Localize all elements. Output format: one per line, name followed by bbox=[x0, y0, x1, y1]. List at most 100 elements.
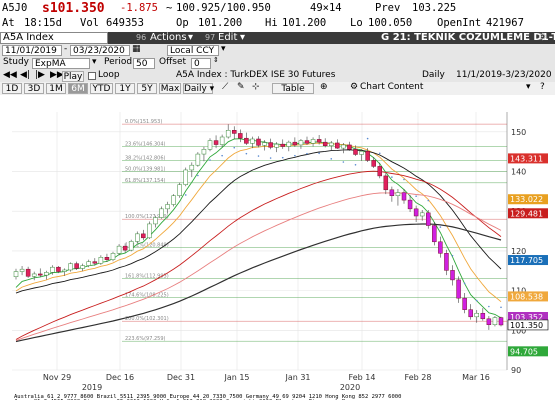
candle-body bbox=[256, 138, 261, 146]
currency-chevron-icon[interactable]: ▾ bbox=[221, 44, 226, 54]
candle-body bbox=[389, 189, 395, 197]
candlesticks bbox=[13, 124, 504, 330]
sar-dot bbox=[184, 194, 187, 196]
candle-body bbox=[213, 140, 219, 145]
prev-frame-icon[interactable]: ◀◀ bbox=[3, 70, 17, 80]
sar-dot bbox=[233, 146, 236, 149]
calendar-icon[interactable]: ▦ bbox=[132, 44, 141, 54]
candle-body bbox=[68, 263, 73, 271]
fast-forward-icon[interactable]: ▶▶ bbox=[50, 70, 64, 80]
candle-body bbox=[341, 144, 346, 149]
study-select[interactable]: ExpMA bbox=[32, 58, 90, 69]
gear-icon[interactable]: ⚙ bbox=[538, 32, 547, 43]
sar-dot bbox=[391, 176, 393, 178]
price-tag-label: 94.705 bbox=[510, 347, 538, 356]
edit-menu[interactable]: Edit bbox=[218, 32, 238, 43]
period-button-5y[interactable]: 5Y bbox=[137, 83, 157, 94]
candle-body bbox=[383, 175, 389, 191]
start-date-field[interactable]: 11/01/2019 bbox=[2, 45, 62, 56]
candle-body bbox=[432, 225, 437, 243]
period-button-1d[interactable]: 1D bbox=[2, 83, 22, 94]
candle-body bbox=[335, 142, 340, 149]
candle-body bbox=[498, 317, 504, 326]
open-value: 101.200 bbox=[198, 17, 243, 29]
sar-dot bbox=[330, 158, 333, 160]
study-chevron-icon[interactable]: ▾ bbox=[92, 57, 97, 67]
actions-chevron-icon[interactable]: ▾ bbox=[188, 32, 194, 43]
loop-checkbox[interactable] bbox=[88, 72, 96, 80]
step-back-icon[interactable]: ◀| bbox=[20, 70, 30, 80]
candle-body bbox=[38, 273, 43, 276]
candle-body bbox=[371, 160, 376, 167]
ruler-icon[interactable]: ⊹ bbox=[252, 82, 260, 92]
high-value: 101.200 bbox=[282, 17, 327, 29]
price-chart[interactable]: 0.0%(151.953) 23.6%(146.304) 38.2%(142.806… bbox=[0, 106, 555, 400]
price-tag-label: 117.705 bbox=[510, 256, 543, 265]
play-button[interactable]: Play bbox=[62, 71, 84, 82]
help-icon[interactable]: ? bbox=[540, 82, 545, 92]
sar-dot bbox=[318, 152, 320, 155]
chart-content-button[interactable]: Chart Content bbox=[360, 82, 424, 92]
sar-dot bbox=[500, 306, 502, 309]
last-price: s101.350 bbox=[42, 1, 105, 16]
launchpad-toolbar: A5A Index 96 Actions ▾ 97 Edit ▾ G 21: T… bbox=[0, 32, 555, 44]
fib-label: 174.6%(108.225) bbox=[125, 293, 169, 299]
sar-dot bbox=[427, 199, 430, 202]
period-button-max[interactable]: Max bbox=[159, 83, 181, 94]
step-forward-icon[interactable]: |▶ bbox=[35, 70, 45, 80]
edit-chevron-icon[interactable]: ▾ bbox=[240, 32, 246, 43]
price-tags: 143.311 133.022 129.481 117.705 108.538 103.3… bbox=[507, 153, 549, 357]
date-axis: Nov 29 Dec 16 Dec 31 Jan 15 Jan 31 Feb 14 Feb … bbox=[43, 373, 490, 392]
sar-dot bbox=[403, 178, 405, 181]
actions-menu[interactable]: Actions bbox=[150, 32, 187, 43]
candle-body bbox=[25, 268, 31, 277]
price-tag-label: 108.538 bbox=[510, 292, 543, 301]
daily-menu[interactable]: Daily ▾ bbox=[183, 83, 215, 94]
table-button[interactable]: Table bbox=[272, 83, 314, 94]
x-tick-label: Nov 29 bbox=[43, 373, 71, 382]
period-button-3d[interactable]: 3D bbox=[24, 83, 44, 94]
zoom-icon[interactable]: ⊕ bbox=[320, 82, 328, 92]
period-button-ytd[interactable]: YTD bbox=[90, 83, 113, 94]
fib-label: 200.0%(102.301) bbox=[125, 316, 169, 322]
settings-chevron-icon[interactable]: ▾ bbox=[526, 82, 531, 92]
frequency-label: Daily bbox=[422, 70, 445, 80]
end-date-field[interactable]: 03/23/2020 bbox=[70, 45, 130, 56]
offset-stepper-icon[interactable]: ⇕ bbox=[213, 56, 219, 64]
period-button-6m[interactable]: 6M bbox=[68, 83, 88, 94]
draw-tool-icon[interactable]: ✎ bbox=[237, 82, 245, 92]
candle-body bbox=[153, 217, 158, 225]
period-button-1y[interactable]: 1Y bbox=[115, 83, 135, 94]
candle-body bbox=[62, 269, 67, 272]
fib-label: 100.0%(127.999) bbox=[125, 214, 169, 220]
period-input[interactable]: 50 bbox=[133, 58, 155, 69]
price-tag-bg bbox=[508, 291, 548, 302]
candle-body bbox=[232, 130, 237, 134]
bid-ask-size: 49×14 bbox=[310, 2, 342, 14]
ma-line-100 bbox=[15, 223, 502, 343]
settings-icon[interactable]: ⚙ bbox=[350, 82, 359, 92]
candle-body bbox=[413, 208, 419, 217]
sar-dot bbox=[294, 154, 296, 157]
candle-body bbox=[80, 265, 85, 269]
ticker: A5J0 bbox=[2, 2, 28, 14]
sar-dot bbox=[197, 174, 199, 177]
ma-line-40 bbox=[15, 170, 502, 340]
currency-select[interactable]: Local CCY bbox=[167, 45, 219, 56]
security-field[interactable]: A5A Index bbox=[0, 32, 108, 44]
edit-number: 97 bbox=[205, 33, 216, 42]
period-button-1m[interactable]: 1M bbox=[46, 83, 66, 94]
period-label: Period bbox=[104, 57, 133, 67]
candle-body bbox=[480, 312, 486, 320]
sar-dot bbox=[475, 299, 478, 302]
offset-input[interactable]: 0 bbox=[191, 58, 211, 69]
y-tick-label: 90 bbox=[511, 366, 521, 375]
candle-body bbox=[395, 192, 401, 197]
price-tag-bg bbox=[508, 255, 548, 266]
high-label: Hi bbox=[265, 17, 278, 29]
play-row: ◀◀ ◀| |▶ ▶▶ Play Loop A5A Index : TurkDE… bbox=[0, 70, 555, 82]
last-time: 18:15d bbox=[24, 17, 62, 29]
line-chart-icon[interactable]: ⟋ bbox=[222, 82, 229, 92]
sar-dot bbox=[281, 156, 284, 159]
candle-body bbox=[92, 261, 98, 264]
